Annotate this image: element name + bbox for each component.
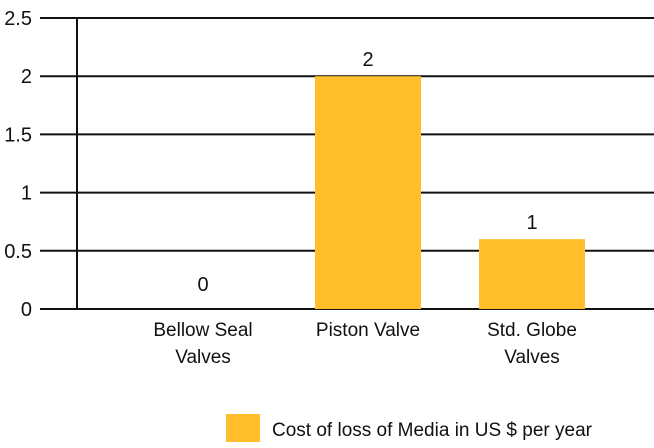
y-tick-labels: 0 0.5 1 1.5 2 2.5: [4, 8, 32, 321]
legend-label: Cost of loss of Media in US $ per year: [272, 420, 593, 441]
y-tick-label: 1.5: [4, 124, 32, 146]
bar: [479, 239, 585, 309]
data-label: 1: [526, 212, 537, 234]
y-tick-label: 0.5: [4, 241, 32, 263]
legend: Cost of loss of Media in US $ per year: [226, 414, 593, 442]
bar: [315, 76, 421, 309]
data-label: 2: [362, 49, 373, 71]
legend-swatch: [226, 414, 260, 442]
category-label: Std. Globe: [487, 320, 577, 341]
y-tick-label: 1: [21, 183, 32, 205]
category-label: Valves: [175, 347, 231, 368]
category-label: Piston Valve: [316, 320, 420, 341]
y-tick-label: 2: [21, 66, 32, 88]
data-label: 0: [197, 274, 208, 296]
bars: [315, 76, 585, 309]
category-label: Bellow Seal: [153, 320, 252, 341]
category-label: Valves: [504, 347, 560, 368]
y-tick-label: 0: [21, 299, 32, 321]
data-labels: 0 2 1: [197, 49, 537, 296]
category-labels: Bellow Seal Valves Piston Valve Std. Globe V…: [153, 320, 577, 368]
y-tick-label: 2.5: [4, 8, 32, 30]
